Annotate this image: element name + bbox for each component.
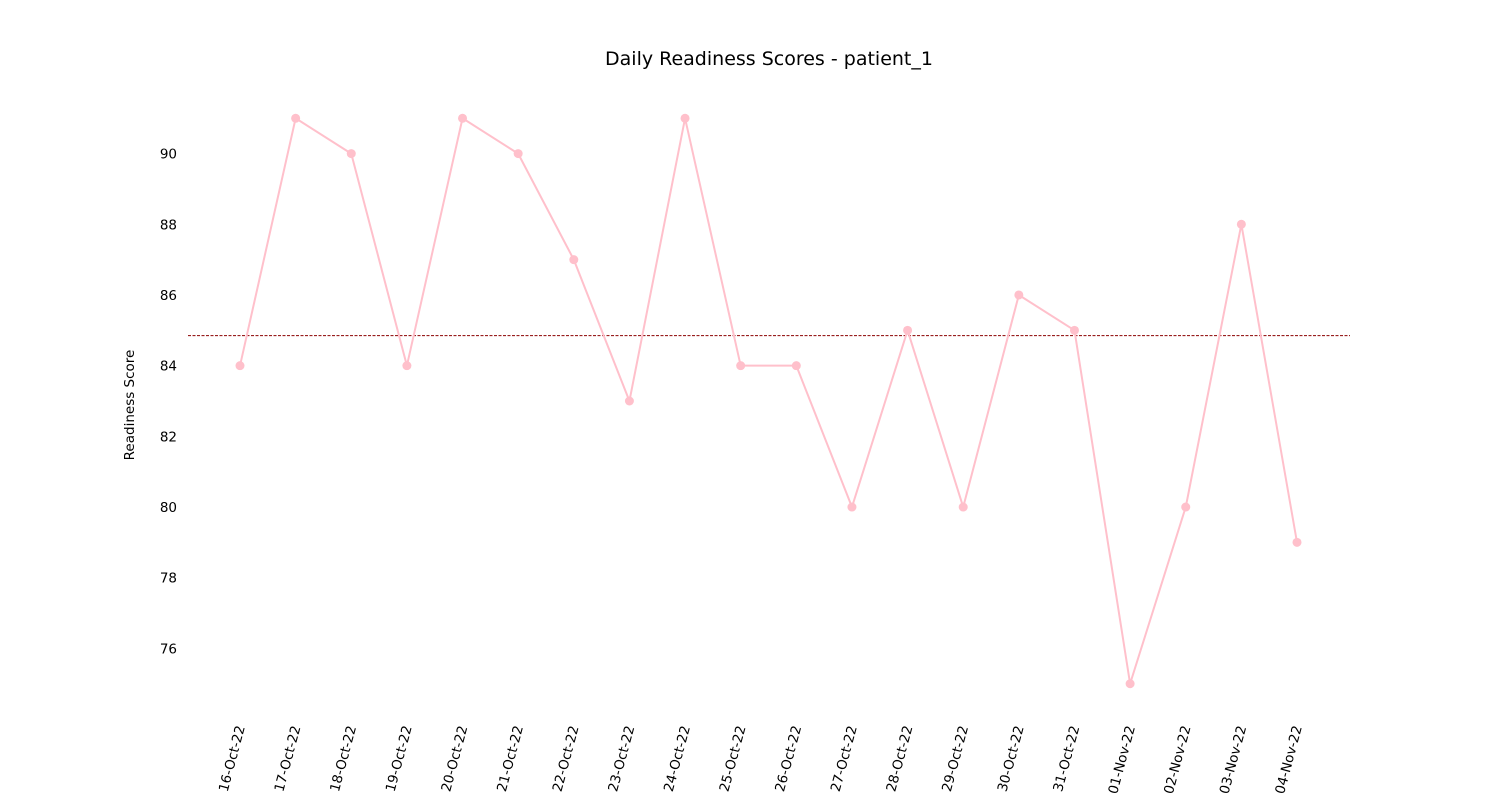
data-point-marker bbox=[513, 149, 523, 159]
x-tick-label: 30-Oct-22 bbox=[995, 724, 1028, 794]
y-axis-label: Readiness Score bbox=[122, 350, 138, 461]
y-tick-labels: 76 78 80 82 84 86 88 90 bbox=[160, 147, 177, 658]
x-tick-labels: 16-Oct-22 17-Oct-22 18-Oct-22 19-Oct-22 20-O… bbox=[216, 724, 1306, 796]
y-tick-label: 76 bbox=[160, 641, 177, 657]
data-point-marker bbox=[1069, 325, 1079, 335]
x-tick-label: 25-Oct-22 bbox=[717, 724, 750, 794]
x-tick-label: 23-Oct-22 bbox=[605, 724, 638, 794]
x-tick-label: 19-Oct-22 bbox=[383, 724, 416, 794]
series-line bbox=[239, 117, 1298, 685]
y-tick-label: 80 bbox=[160, 500, 177, 516]
x-tick-label: 22-Oct-22 bbox=[550, 724, 583, 794]
y-tick-label: 86 bbox=[160, 288, 177, 304]
x-tick-label: 01-Nov-22 bbox=[1105, 724, 1139, 796]
data-point-marker bbox=[458, 113, 468, 123]
data-point-marker bbox=[903, 325, 913, 335]
y-tick-label: 82 bbox=[160, 429, 177, 445]
data-point-marker bbox=[346, 149, 356, 159]
chart-title: Daily Readiness Scores - patient_1 bbox=[605, 48, 933, 70]
data-point-marker bbox=[1125, 679, 1135, 689]
x-tick-label: 27-Oct-22 bbox=[828, 724, 861, 794]
x-tick-label: 21-Oct-22 bbox=[494, 724, 527, 794]
data-point-marker bbox=[958, 502, 968, 512]
x-tick-label: 18-Oct-22 bbox=[327, 724, 360, 794]
y-tick-label: 90 bbox=[160, 147, 177, 163]
x-tick-label: 04-Nov-22 bbox=[1272, 724, 1306, 796]
y-tick-label: 84 bbox=[160, 359, 177, 375]
data-point-marker bbox=[624, 396, 634, 406]
y-tick-label: 88 bbox=[160, 217, 177, 233]
data-point-marker bbox=[1236, 219, 1246, 229]
x-tick-label: 02-Nov-22 bbox=[1161, 724, 1195, 796]
data-point-marker bbox=[1292, 537, 1302, 547]
data-point-marker bbox=[736, 361, 746, 371]
x-tick-label: 24-Oct-22 bbox=[661, 724, 694, 794]
x-tick-label: 29-Oct-22 bbox=[939, 724, 972, 794]
y-tick-label: 78 bbox=[160, 571, 177, 587]
data-point-marker bbox=[791, 361, 801, 371]
data-point-marker bbox=[402, 361, 412, 371]
x-tick-label: 26-Oct-22 bbox=[772, 724, 805, 794]
x-tick-label: 16-Oct-22 bbox=[216, 724, 249, 794]
data-point-marker bbox=[291, 113, 301, 123]
data-point-marker bbox=[235, 361, 245, 371]
x-tick-label: 03-Nov-22 bbox=[1217, 724, 1251, 796]
data-point-marker bbox=[1014, 290, 1024, 300]
x-tick-label: 17-Oct-22 bbox=[271, 724, 304, 794]
series-layer bbox=[235, 113, 1302, 689]
data-point-marker bbox=[569, 255, 579, 265]
x-tick-label: 28-Oct-22 bbox=[883, 724, 916, 794]
data-point-marker bbox=[847, 502, 857, 512]
data-point-marker bbox=[1181, 502, 1191, 512]
x-tick-label: 20-Oct-22 bbox=[438, 724, 471, 794]
x-tick-label: 31-Oct-22 bbox=[1050, 724, 1083, 794]
data-point-marker bbox=[680, 113, 690, 123]
